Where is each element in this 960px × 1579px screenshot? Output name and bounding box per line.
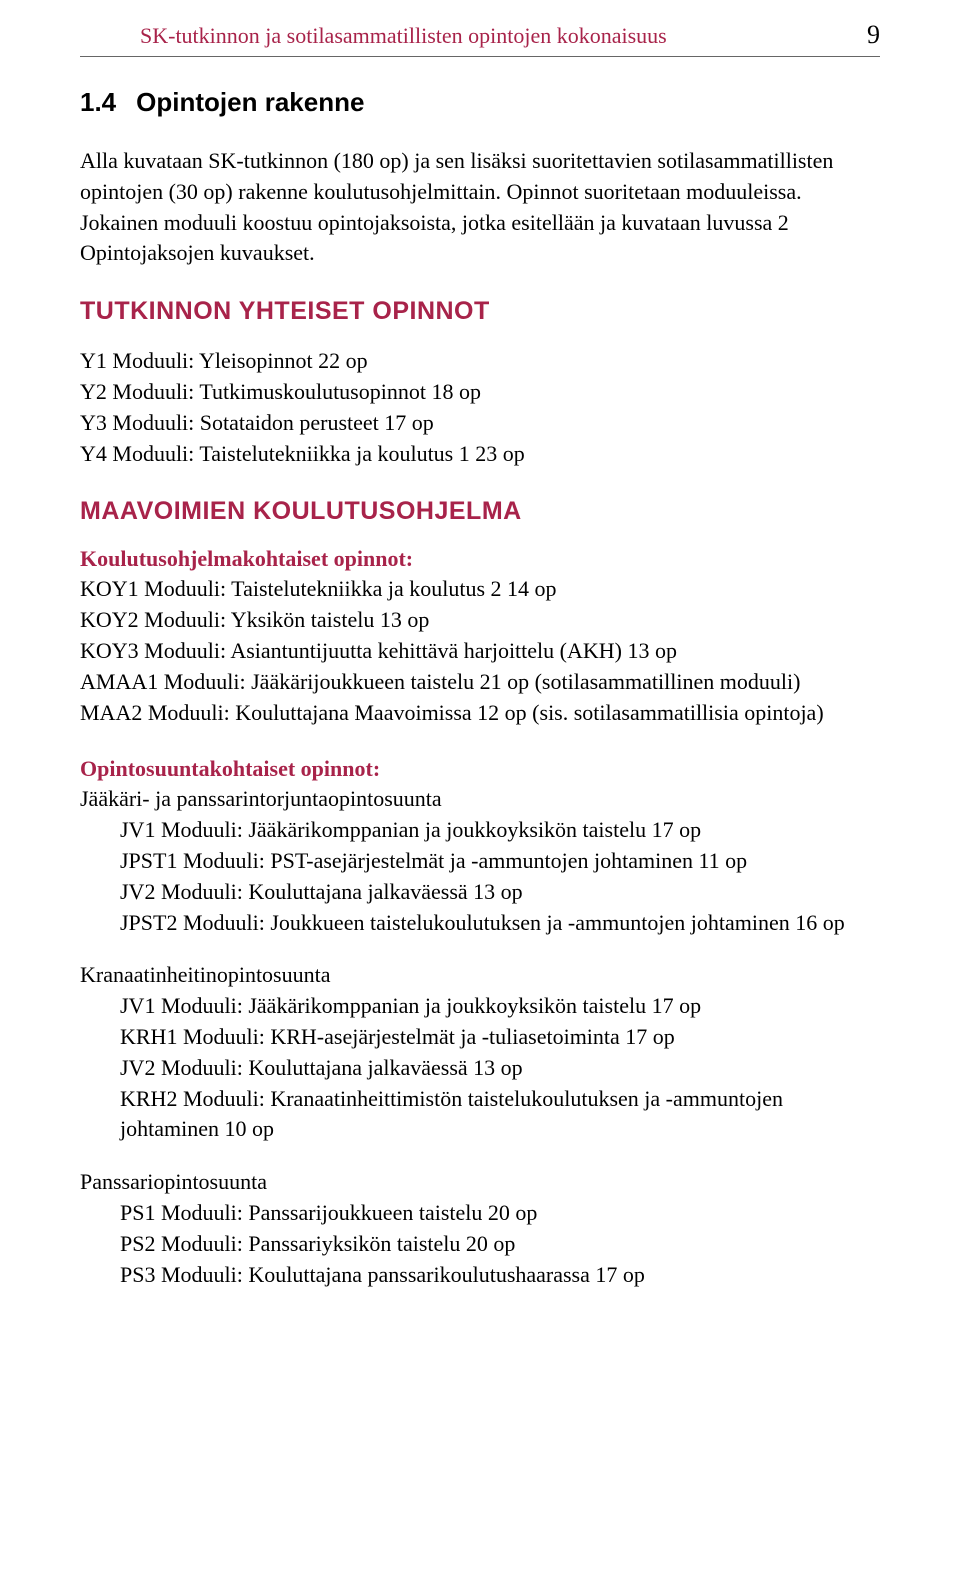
intro-paragraph: Alla kuvataan SK-tutkinnon (180 op) ja s… <box>80 146 880 269</box>
track-group: Jääkäri- ja panssarintorjuntaopintosuunt… <box>80 784 880 938</box>
section-title: Opintojen rakenne <box>136 87 364 117</box>
list-item: PS1 Moduuli: Panssarijoukkueen taistelu … <box>120 1198 880 1229</box>
list-item: PS2 Moduuli: Panssariyksikön taistelu 20… <box>120 1229 880 1260</box>
common-studies-heading: TUTKINNON YHTEISET OPINNOT <box>80 297 880 326</box>
army-program-heading: MAAVOIMIEN KOULUTUSOHJELMA <box>80 497 880 526</box>
list-item: Y3 Moduuli: Sotataidon perusteet 17 op <box>80 408 880 439</box>
track-name: Jääkäri- ja panssarintorjuntaopintosuunt… <box>80 784 880 815</box>
track-list: PS1 Moduuli: Panssarijoukkueen taistelu … <box>120 1198 880 1290</box>
track-name: Kranaatinheitinopintosuunta <box>80 960 880 991</box>
section-number: 1.4 <box>80 87 116 117</box>
list-item: JV2 Moduuli: Kouluttajana jalkaväessä 13… <box>120 877 880 908</box>
list-item: KOY3 Moduuli: Asiantuntijuutta kehittävä… <box>80 636 880 667</box>
list-item: Y4 Moduuli: Taistelutekniikka ja koulutu… <box>80 439 880 470</box>
track-list: JV1 Moduuli: Jääkärikomppanian ja joukko… <box>120 991 880 1145</box>
list-item: JPST2 Moduuli: Joukkueen taistelukoulutu… <box>120 908 880 939</box>
track-group: Kranaatinheitinopintosuunta JV1 Moduuli:… <box>80 960 880 1145</box>
list-item: JV1 Moduuli: Jääkärikomppanian ja joukko… <box>120 991 880 1022</box>
program-section-subheading: Koulutusohjelmakohtaiset opinnot: <box>80 546 880 572</box>
track-list: JV1 Moduuli: Jääkärikomppanian ja joukko… <box>120 815 880 938</box>
list-item: KRH2 Moduuli: Kranaatinheittimistön tais… <box>120 1084 880 1146</box>
list-item: MAA2 Moduuli: Kouluttajana Maavoimissa 1… <box>80 698 880 729</box>
list-item: JV2 Moduuli: Kouluttajana jalkaväessä 13… <box>120 1053 880 1084</box>
track-name: Panssariopintosuunta <box>80 1167 880 1198</box>
track-group: Panssariopintosuunta PS1 Moduuli: Panssa… <box>80 1167 880 1290</box>
list-item: AMAA1 Moduuli: Jääkärijoukkueen taistelu… <box>80 667 880 698</box>
list-item: Y2 Moduuli: Tutkimuskoulutusopinnot 18 o… <box>80 377 880 408</box>
header-title: SK-tutkinnon ja sotilasammatillisten opi… <box>140 23 667 49</box>
list-item: JPST1 Moduuli: PST-asejärjestelmät ja -a… <box>120 846 880 877</box>
page-number: 9 <box>867 20 880 50</box>
list-item: KOY2 Moduuli: Yksikön taistelu 13 op <box>80 605 880 636</box>
list-item: Y1 Moduuli: Yleisopinnot 22 op <box>80 346 880 377</box>
program-section-list: KOY1 Moduuli: Taistelutekniikka ja koulu… <box>80 574 880 728</box>
section-heading: 1.4 Opintojen rakenne <box>80 87 880 118</box>
list-item: KRH1 Moduuli: KRH-asejärjestelmät ja -tu… <box>120 1022 880 1053</box>
list-item: KOY1 Moduuli: Taistelutekniikka ja koulu… <box>80 574 880 605</box>
page-header: SK-tutkinnon ja sotilasammatillisten opi… <box>80 20 880 57</box>
list-item: JV1 Moduuli: Jääkärikomppanian ja joukko… <box>120 815 880 846</box>
track-section-subheading: Opintosuuntakohtaiset opinnot: <box>80 756 880 782</box>
list-item: PS3 Moduuli: Kouluttajana panssarikoulut… <box>120 1260 880 1291</box>
common-studies-list: Y1 Moduuli: Yleisopinnot 22 op Y2 Moduul… <box>80 346 880 469</box>
